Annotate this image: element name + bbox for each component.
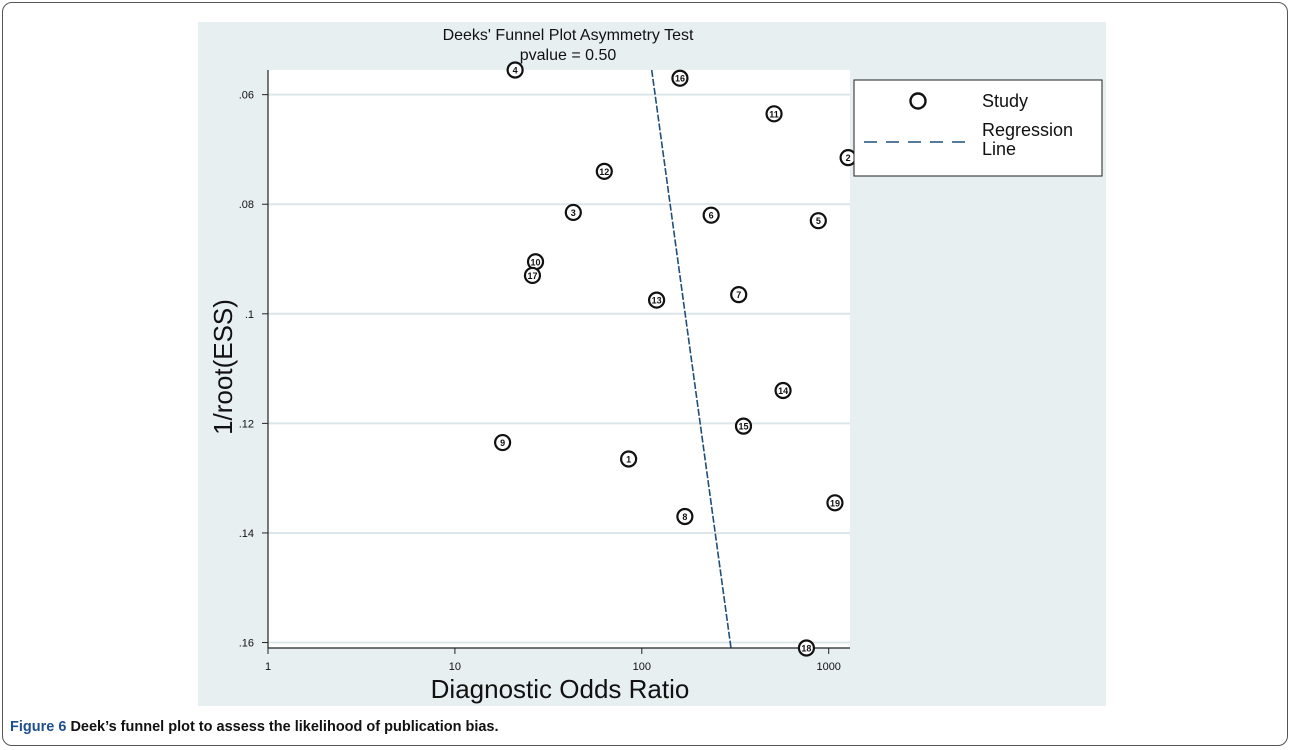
x-tick-label: 10	[449, 661, 461, 673]
study-marker: 15	[734, 417, 753, 435]
y-tick-label: .16	[239, 638, 254, 650]
study-marker-circle	[730, 286, 748, 304]
legend: Study Regression Line	[853, 79, 1103, 177]
study-marker-label: 6	[709, 211, 714, 221]
study-marker-circle	[595, 162, 613, 180]
study-marker: 8	[676, 507, 694, 526]
study-marker: 3	[564, 203, 582, 222]
study-marker: 19	[826, 494, 844, 512]
study-marker: 10	[526, 253, 545, 271]
y-tick-label: .12	[239, 418, 254, 430]
study-marker-label: 5	[816, 216, 821, 226]
x-tick-label: 100	[633, 661, 651, 673]
study-marker-circle	[494, 433, 512, 452]
study-marker-circle	[774, 381, 792, 400]
study-marker-circle	[797, 639, 816, 657]
study-marker-label: 19	[830, 498, 840, 508]
study-marker-label: 17	[527, 271, 537, 281]
study-marker-label: 15	[738, 422, 748, 432]
legend-box	[853, 79, 1103, 177]
study-marker-label: 16	[675, 74, 685, 84]
study-marker-circle	[648, 291, 666, 309]
study-marker: 12	[595, 162, 613, 180]
plot-area: .06.08.1.12.14.161 10 100 10001234567891011…	[239, 61, 857, 673]
chart-title: Deeks' Funnel Plot Asymmetry Test	[443, 27, 694, 44]
study-marker-label: 9	[500, 438, 505, 448]
legend-circle-icon	[909, 92, 927, 110]
study-marker-circle	[506, 61, 524, 79]
study-marker-circle	[765, 105, 783, 123]
study-marker: 11	[765, 105, 783, 123]
study-marker: 7	[730, 286, 748, 304]
study-marker-circle	[826, 494, 844, 512]
study-marker-label: 11	[769, 109, 779, 119]
funnel-plot: .06.08.1.12.14.16 1 10 100 1000 1 2 3 4 5 6 7 8 9 10 11…	[198, 22, 1106, 706]
chart-subtitle: pvalue = 0.50	[520, 47, 617, 64]
x-axis-label: Diagnostic Odds Ratio	[431, 674, 690, 704]
study-marker-label: 18	[801, 644, 811, 654]
study-marker-label: 7	[736, 290, 741, 300]
study-marker: 1	[620, 450, 638, 468]
study-marker-label: 3	[571, 208, 576, 218]
study-marker: 18	[797, 639, 816, 657]
legend-study-label: Study	[982, 91, 1028, 111]
study-marker-circle	[671, 69, 689, 87]
study-marker-label: 12	[599, 167, 609, 177]
regression-line	[650, 69, 732, 649]
legend-regression-label: Regression Line	[982, 120, 1073, 159]
study-marker-circle	[523, 266, 542, 285]
study-marker-label: 8	[682, 512, 687, 522]
y-axis-label: 1/root(ESS)	[208, 299, 238, 435]
study-marker-circle	[809, 212, 827, 230]
study-marker-circle	[620, 450, 638, 468]
study-marker: 17	[523, 266, 542, 285]
study-marker-label: 1	[626, 454, 631, 464]
funnel-plot-svg: .06.08.1.12.14.161 10 100 10001234567891011…	[198, 22, 1106, 706]
study-marker: 13	[648, 291, 666, 309]
y-tick-label: .1	[245, 309, 254, 321]
y-tick-label: .06	[239, 90, 254, 102]
figure-caption: Figure 6 Deek’s funnel plot to assess th…	[10, 719, 499, 735]
caption-text: Deek’s funnel plot to assess the likelih…	[70, 719, 499, 735]
study-marker-circle	[564, 203, 582, 222]
y-tick-label: .08	[239, 199, 254, 211]
y-tick-label: .14	[239, 528, 254, 540]
plot-background	[268, 70, 850, 648]
study-marker-label: 2	[846, 153, 851, 163]
study-marker: 9	[494, 433, 512, 452]
study-marker: 6	[702, 206, 720, 224]
x-tick-label: 1000	[816, 661, 840, 673]
study-marker-label: 4	[513, 66, 518, 76]
study-marker-label: 10	[531, 257, 541, 267]
study-marker: 16	[671, 69, 689, 87]
study-marker: 5	[809, 212, 827, 230]
study-marker-label: 14	[778, 386, 788, 396]
legend-regression-label-line: Line	[982, 139, 1016, 159]
study-marker-label: 13	[652, 296, 662, 306]
study-marker: 14	[774, 381, 792, 400]
legend-regression-label-line: Regression	[982, 120, 1073, 140]
study-marker: 4	[506, 61, 524, 79]
study-marker-circle	[702, 206, 720, 224]
study-marker: 2	[839, 149, 857, 167]
x-tick-label: 1	[265, 661, 271, 673]
study-marker-circle	[734, 417, 753, 435]
caption-label: Figure 6	[10, 719, 67, 735]
study-marker-circle	[676, 507, 694, 526]
